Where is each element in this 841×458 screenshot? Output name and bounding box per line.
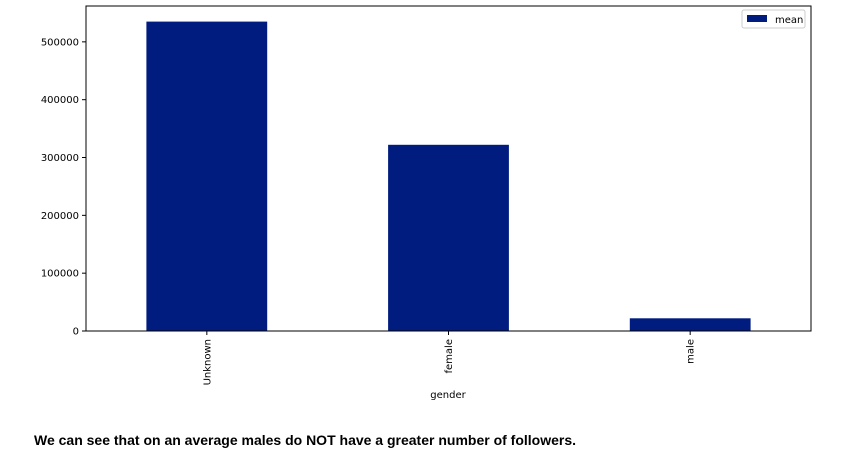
y-tick-label: 200000 — [41, 211, 79, 222]
legend-swatch-mean — [747, 15, 767, 22]
bar-female — [388, 144, 509, 331]
x-tick-label-unknown: Unknown — [202, 339, 213, 385]
y-tick-label: 100000 — [41, 269, 79, 280]
y-tick-label: 300000 — [41, 153, 79, 164]
legend: mean — [741, 9, 806, 29]
bar-unknown — [146, 21, 268, 331]
y-tick-label: 0 — [73, 327, 79, 338]
y-axis: 0 100000 200000 300000 400000 500000 — [41, 37, 86, 338]
y-tick-label: 400000 — [41, 95, 79, 106]
bar-male — [629, 318, 751, 331]
x-axis: Unknown female male — [202, 331, 697, 385]
x-tick-label-male: male — [686, 339, 697, 364]
legend-label-mean: mean — [775, 15, 803, 26]
y-tick-label: 500000 — [41, 37, 79, 48]
bar-chart: 0 100000 200000 300000 400000 500000 Unknown f… — [41, 5, 812, 401]
conclusion-note: We can see that on an average males do N… — [34, 432, 577, 448]
legend-frame — [741, 9, 806, 29]
bars-group — [146, 21, 751, 331]
x-tick-label-female: female — [444, 339, 455, 373]
x-axis-label: gender — [430, 390, 466, 401]
